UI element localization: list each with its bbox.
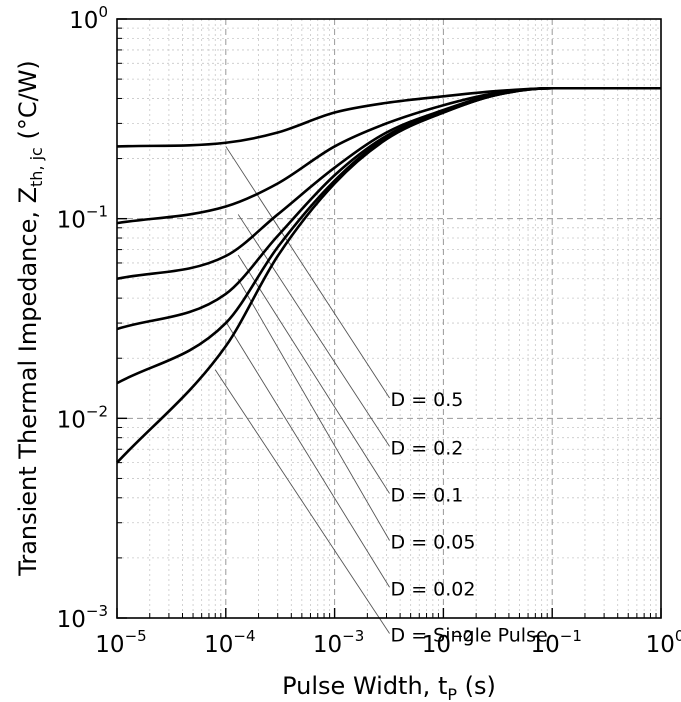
series-label: D = 0.02 <box>391 578 476 600</box>
y-axis-title-unit: (°C/W) <box>14 60 42 147</box>
x-tick-base: 10 <box>646 632 675 658</box>
x-tick-base: 10 <box>422 632 451 658</box>
y-tick-label: 10−1 <box>57 203 108 234</box>
minor-grid <box>117 19 661 618</box>
y-axis-title-main: Transient Thermal Impedance, Z <box>14 187 42 577</box>
x-tick-exponent: −5 <box>125 627 147 645</box>
series-label: D = 0.1 <box>391 485 464 507</box>
series-label: D = 0.05 <box>391 532 476 554</box>
x-tick-label: 10−3 <box>313 627 364 658</box>
series-label: D = 0.2 <box>391 437 464 459</box>
series-curve <box>116 86 662 464</box>
x-tick-exponent: −4 <box>233 627 255 645</box>
x-tick-exponent: −1 <box>560 627 582 645</box>
series-curves <box>116 86 662 464</box>
y-tick-exponent: −3 <box>86 602 108 620</box>
plot-frame <box>116 18 662 619</box>
x-axis-title: Pulse Width, tP (s) <box>282 672 496 702</box>
y-tick-exponent: 0 <box>98 3 108 21</box>
y-tick-base: 10 <box>57 407 86 433</box>
series-leader-line <box>214 369 390 634</box>
y-axis-title-sub: th, jc <box>27 147 46 187</box>
x-axis-title-unit: (s) <box>457 672 496 700</box>
x-tick-exponent: −2 <box>451 627 473 645</box>
x-tick-exponent: −3 <box>342 627 364 645</box>
y-tick-base: 10 <box>69 8 98 34</box>
axis-ticks <box>116 18 662 619</box>
x-tick-label: 10−5 <box>95 627 146 658</box>
x-axis-title-main: Pulse Width, t <box>282 672 447 700</box>
series-label: D = 0.5 <box>391 389 464 411</box>
y-tick-exponent: −1 <box>86 203 108 221</box>
series-labels: D = 0.5 D = 0.2 D = 0.1 D = 0.05 D = 0.02 D =… <box>391 389 548 647</box>
x-tick-label: 100 <box>646 627 681 658</box>
y-tick-label: 10−2 <box>57 402 108 433</box>
x-tick-base: 10 <box>530 632 559 658</box>
y-tick-exponent: −2 <box>86 402 108 420</box>
major-grid <box>117 19 661 618</box>
x-axis-title-sub: P <box>447 685 457 702</box>
y-axis-title: Transient Thermal Impedance, Zth, jc (°C… <box>14 60 46 577</box>
x-tick-label: 10−2 <box>422 627 473 658</box>
x-tick-label: 10−1 <box>530 627 581 658</box>
series-leader-line <box>237 278 390 541</box>
series-leader-line <box>225 321 390 588</box>
series-leader-line <box>225 146 390 399</box>
x-tick-base: 10 <box>95 632 124 658</box>
x-tick-labels: 10−5 10−4 10−3 10−2 10−1 100 <box>95 627 681 658</box>
y-tick-base: 10 <box>57 208 86 234</box>
label-leader-lines <box>214 146 390 634</box>
series-label: D = Single Pulse <box>391 625 548 647</box>
x-tick-label: 10−4 <box>204 627 255 658</box>
x-tick-base: 10 <box>313 632 342 658</box>
x-tick-exponent: 0 <box>675 627 681 645</box>
y-tick-base: 10 <box>57 607 86 633</box>
x-tick-base: 10 <box>204 632 233 658</box>
y-tick-label: 100 <box>69 3 108 34</box>
series-leader-line <box>237 254 390 494</box>
y-tick-label: 10−3 <box>57 602 108 633</box>
